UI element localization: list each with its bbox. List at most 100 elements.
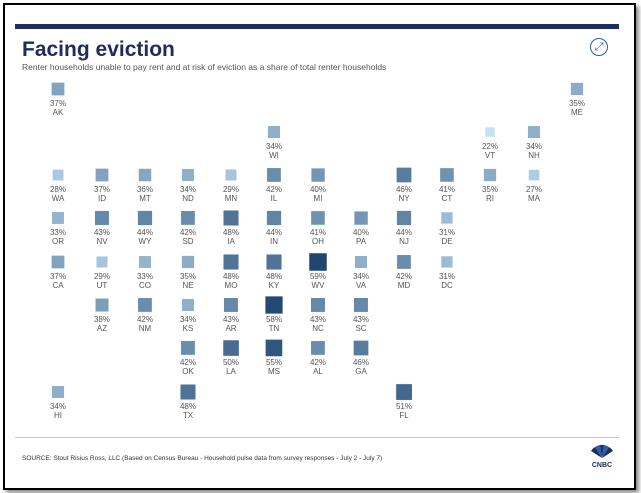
state-abbr-label: KY bbox=[269, 281, 280, 290]
state-square-vt bbox=[484, 126, 496, 138]
state-square-ks bbox=[181, 298, 195, 312]
state-value-label: 42% bbox=[310, 358, 326, 367]
state-square-sd bbox=[180, 210, 196, 226]
state-tile-tx: 48%TX bbox=[179, 383, 197, 420]
state-abbr-label: NE bbox=[182, 281, 193, 290]
state-abbr-label: ME bbox=[571, 108, 583, 117]
state-tile-mo: 48%MO bbox=[222, 253, 240, 290]
state-tile-ky: 48%KY bbox=[265, 253, 283, 290]
state-tile-me: 35%ME bbox=[569, 82, 585, 117]
state-square-mi bbox=[310, 167, 326, 183]
state-tile-md: 42%MD bbox=[396, 254, 412, 290]
state-square-id bbox=[95, 168, 109, 182]
state-square-nj bbox=[396, 210, 412, 226]
page-subtitle: Renter households unable to pay rent and… bbox=[22, 62, 387, 72]
state-value-label: 38% bbox=[94, 315, 110, 324]
state-value-label: 22% bbox=[482, 142, 498, 151]
state-tile-nj: 44%NJ bbox=[396, 210, 412, 246]
state-tile-fl: 51%FL bbox=[395, 383, 413, 420]
state-square-wi bbox=[267, 125, 281, 139]
state-tile-nc: 43%NC bbox=[310, 297, 326, 333]
state-tile-vt: 22%VT bbox=[482, 126, 498, 160]
state-square-mn bbox=[224, 168, 237, 181]
state-tile-ms: 55%MS bbox=[265, 339, 283, 376]
state-value-label: 42% bbox=[266, 185, 282, 194]
state-value-label: 35% bbox=[482, 185, 498, 194]
state-value-label: 31% bbox=[439, 228, 455, 237]
header-accent-bar bbox=[15, 24, 619, 29]
state-abbr-label: HI bbox=[54, 411, 62, 420]
state-value-label: 34% bbox=[353, 272, 369, 281]
state-abbr-label: CA bbox=[52, 281, 64, 290]
state-square-nm bbox=[137, 297, 153, 313]
state-abbr-label: AK bbox=[53, 108, 64, 117]
state-tile-co: 33%CO bbox=[137, 255, 153, 290]
state-square-ct bbox=[439, 167, 455, 183]
state-abbr-label: VT bbox=[485, 151, 495, 160]
state-square-ma bbox=[528, 169, 540, 181]
state-abbr-label: MO bbox=[225, 281, 238, 290]
state-tile-az: 38%AZ bbox=[94, 298, 110, 333]
state-square-in bbox=[266, 210, 282, 226]
state-value-label: 48% bbox=[180, 402, 196, 411]
state-tile-al: 42%AL bbox=[310, 340, 326, 376]
state-tile-nh: 34%NH bbox=[526, 125, 542, 160]
cnbc-logo: CNBC bbox=[591, 444, 613, 469]
state-value-label: 44% bbox=[137, 228, 153, 237]
state-square-tn bbox=[264, 295, 284, 315]
state-abbr-label: IN bbox=[270, 237, 278, 246]
state-abbr-label: MN bbox=[225, 194, 238, 203]
state-abbr-label: TN bbox=[269, 324, 280, 333]
expand-icon[interactable]: ⤢ bbox=[590, 38, 608, 56]
state-value-label: 43% bbox=[353, 315, 369, 324]
state-abbr-label: CO bbox=[139, 281, 151, 290]
state-value-label: 46% bbox=[396, 185, 412, 194]
state-square-il bbox=[266, 167, 282, 183]
state-square-ky bbox=[265, 253, 283, 271]
state-value-label: 31% bbox=[439, 272, 455, 281]
state-abbr-label: WA bbox=[52, 194, 65, 203]
state-abbr-label: GA bbox=[355, 367, 367, 376]
state-square-hi bbox=[51, 385, 65, 399]
state-tile-ri: 35%RI bbox=[482, 168, 498, 203]
state-abbr-label: ID bbox=[98, 194, 106, 203]
state-value-label: 35% bbox=[569, 99, 585, 108]
state-tile-va: 34%VA bbox=[353, 255, 369, 290]
state-square-oh bbox=[310, 210, 326, 226]
state-abbr-label: NJ bbox=[399, 237, 409, 246]
state-value-label: 48% bbox=[223, 228, 239, 237]
source-note: SOURCE: Stout Risius Ross, LLC (Based on… bbox=[22, 455, 383, 462]
state-tile-ca: 37%CA bbox=[50, 255, 66, 290]
state-value-label: 28% bbox=[50, 185, 66, 194]
state-abbr-label: FL bbox=[399, 411, 409, 420]
state-tile-ak: 37%AK bbox=[50, 82, 66, 117]
state-abbr-label: NM bbox=[139, 324, 152, 333]
state-value-label: 29% bbox=[223, 185, 239, 194]
state-value-label: 29% bbox=[94, 272, 110, 281]
state-tile-ar: 43%AR bbox=[223, 297, 239, 333]
state-value-label: 50% bbox=[223, 358, 239, 367]
state-abbr-label: DC bbox=[441, 281, 453, 290]
state-tile-ut: 29%UT bbox=[94, 255, 110, 290]
state-square-me bbox=[570, 82, 584, 96]
state-square-ia bbox=[222, 209, 240, 227]
state-tile-hi: 34%HI bbox=[50, 385, 66, 420]
state-value-label: 43% bbox=[223, 315, 239, 324]
state-value-label: 46% bbox=[353, 358, 369, 367]
state-square-sc bbox=[353, 297, 369, 313]
state-abbr-label: KS bbox=[183, 324, 194, 333]
state-abbr-label: VA bbox=[356, 281, 367, 290]
state-value-label: 44% bbox=[266, 228, 282, 237]
state-square-pa bbox=[353, 210, 369, 226]
state-abbr-label: AZ bbox=[97, 324, 107, 333]
state-value-label: 34% bbox=[266, 142, 282, 151]
state-value-label: 42% bbox=[137, 315, 153, 324]
state-abbr-label: LA bbox=[226, 367, 236, 376]
state-abbr-label: NY bbox=[398, 194, 410, 203]
state-abbr-label: RI bbox=[486, 194, 494, 203]
state-square-fl bbox=[395, 383, 413, 401]
state-square-ut bbox=[95, 255, 108, 268]
state-value-label: 35% bbox=[180, 272, 196, 281]
state-square-va bbox=[354, 255, 368, 269]
state-abbr-label: SC bbox=[355, 324, 366, 333]
